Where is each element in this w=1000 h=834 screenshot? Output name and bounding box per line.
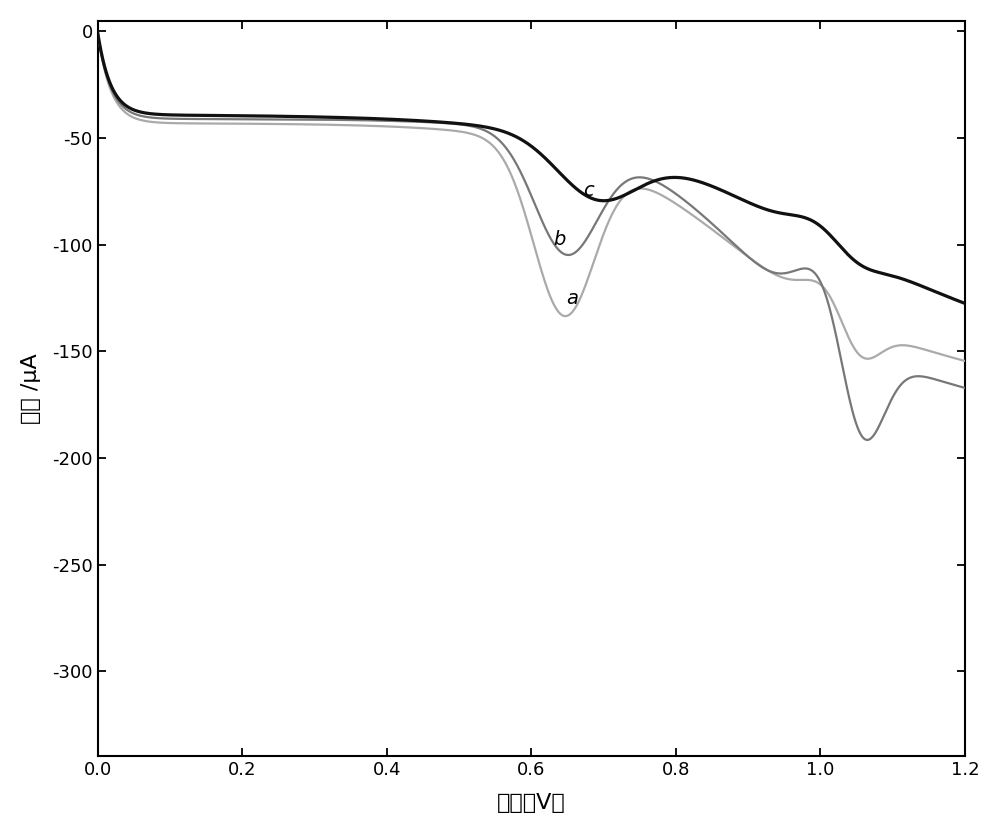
Text: c: c (583, 181, 594, 199)
Text: a: a (566, 289, 578, 309)
X-axis label: 电位（V）: 电位（V） (497, 793, 566, 813)
Text: b: b (553, 229, 565, 249)
Y-axis label: 电流 /μA: 电流 /μA (21, 354, 41, 424)
